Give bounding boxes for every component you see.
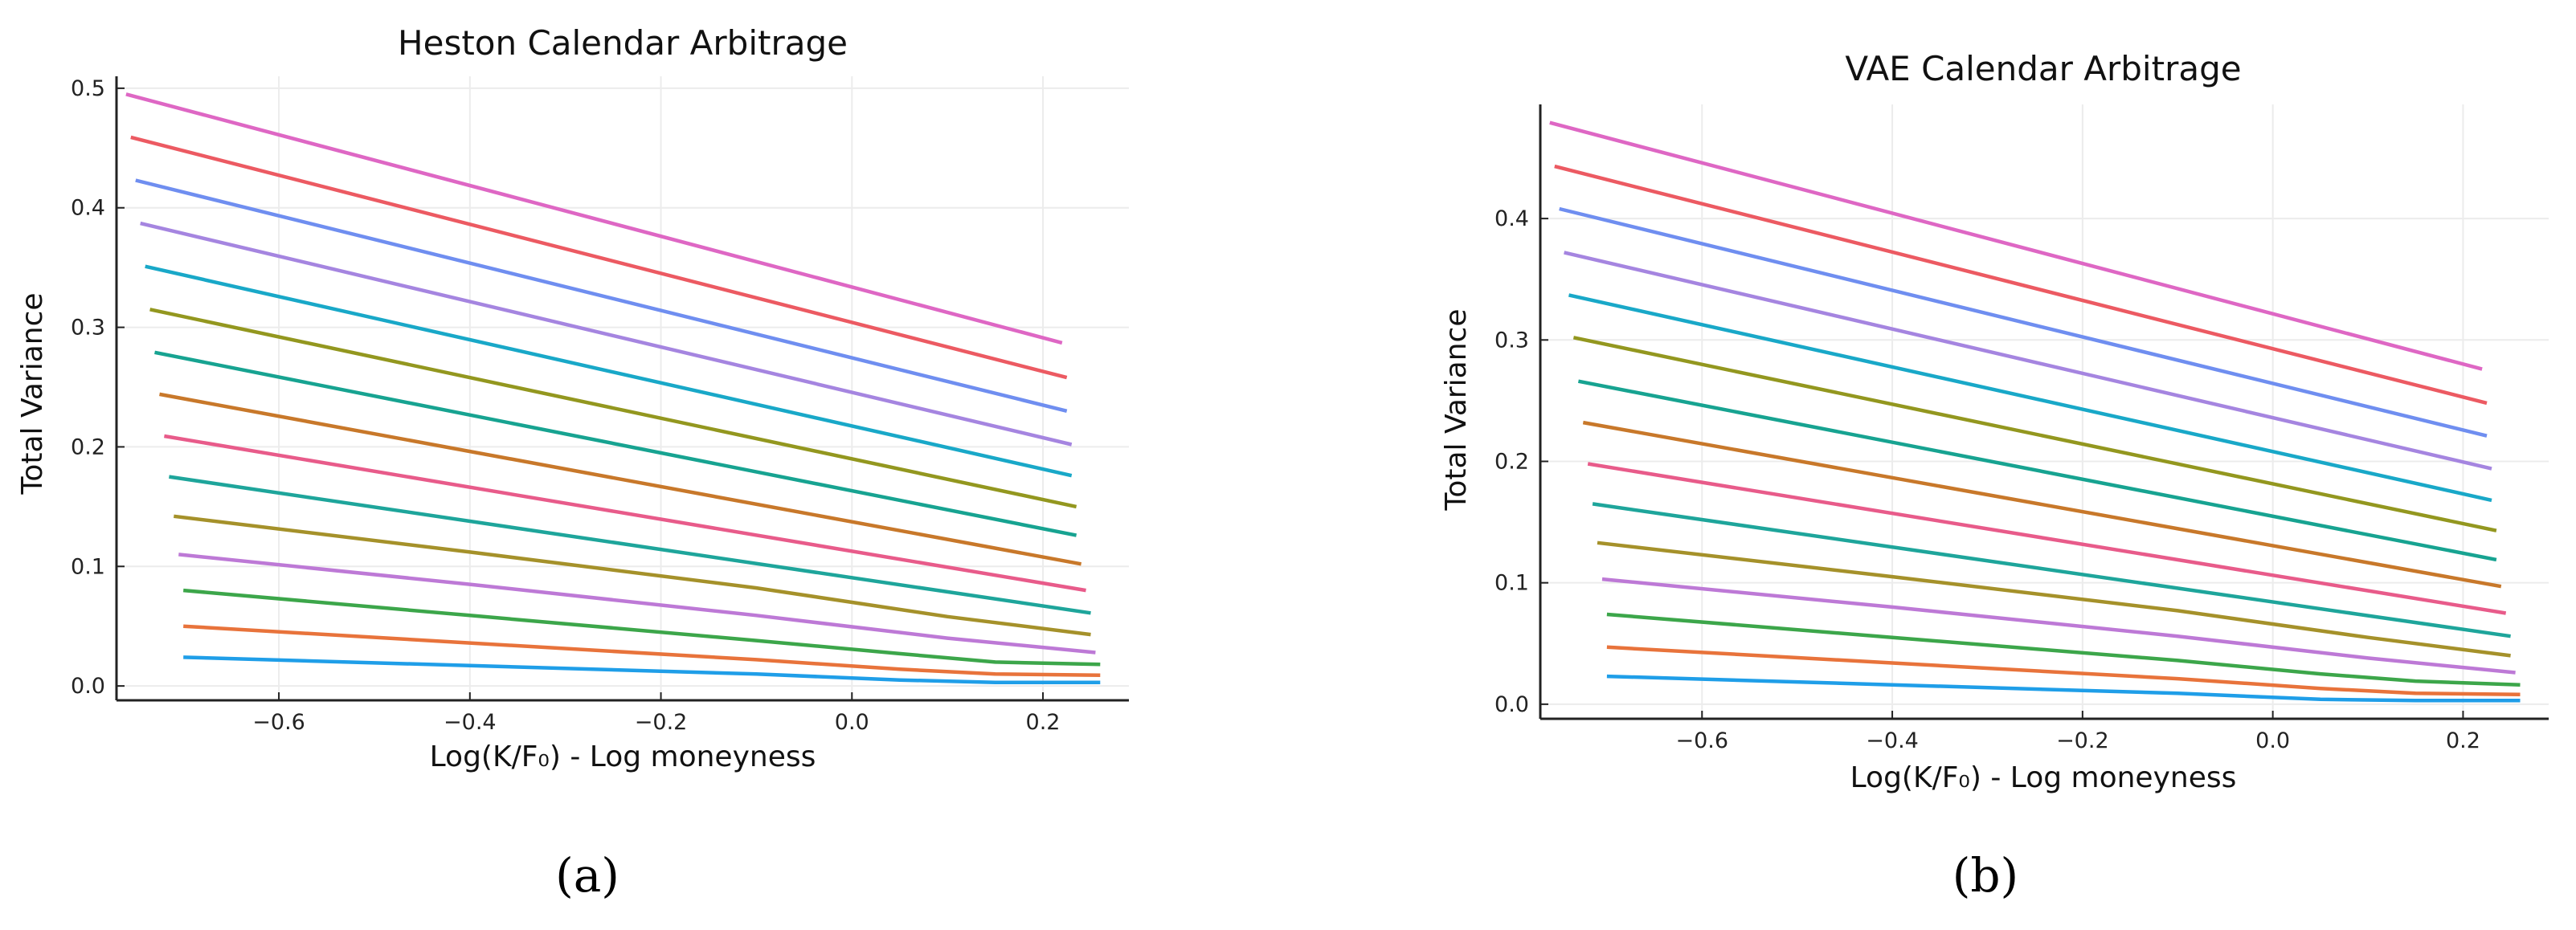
series-line-t8 (1582, 420, 2502, 589)
y-tick-label: 0.4 (1494, 206, 1529, 231)
x-axis-label: Log(K/F₀) - Log moneyness (430, 740, 816, 773)
x-tick-label: −0.4 (1866, 728, 1919, 753)
series-line-t10 (1572, 336, 2497, 532)
x-tick-label: −0.6 (252, 710, 305, 735)
series-line-t2 (183, 624, 1101, 677)
axes (115, 76, 1129, 702)
y-tick-label: 0.2 (71, 434, 105, 459)
series-line-t6 (1592, 502, 2511, 638)
x-tick-label: −0.2 (635, 710, 688, 735)
x-tick-label: −0.6 (1675, 728, 1728, 753)
series-line-t7 (164, 434, 1086, 593)
series-line-t4 (1601, 577, 2516, 675)
series-line-t15 (125, 92, 1063, 345)
y-tick-label: 0.4 (71, 196, 105, 221)
panel-caption: (b) (1952, 848, 2018, 903)
series-line-t5 (174, 514, 1091, 637)
series-line-t1 (1606, 674, 2521, 703)
y-tick-label: 0.2 (1494, 449, 1529, 474)
y-axis-label: Total Variance (16, 292, 49, 495)
x-tick-label: −0.2 (2056, 728, 2109, 753)
series-line-t4 (178, 553, 1096, 655)
tick-labels: −0.6 −0.4 −0.2 0.0 0.2 0.0 0.1 0.2 0.3 0.4 (1494, 206, 2480, 753)
y-tick-label: 0.1 (71, 554, 105, 579)
series-line-t10 (149, 308, 1077, 509)
series-line-t7 (1587, 462, 2507, 615)
panel-caption: (a) (555, 848, 619, 903)
x-tick-label: 0.0 (2255, 728, 2290, 753)
x-tick-label: 0.2 (2446, 728, 2480, 753)
series-line-t9 (1577, 379, 2497, 562)
series-line-t2 (1606, 645, 2521, 697)
series-line-t5 (1597, 540, 2511, 658)
chart-title: Heston Calendar Arbitrage (398, 23, 848, 63)
series-line-t9 (154, 350, 1077, 537)
axes (1539, 104, 2549, 720)
series-line-t11 (1568, 293, 2492, 503)
x-axis-label: Log(K/F₀) - Log moneyness (1850, 761, 2237, 794)
series-line-t6 (169, 475, 1091, 615)
chart-panel-b: VAE Calendar Arbitrage −0.6 −0.4 −0.2 0.0 0.… (1440, 49, 2549, 903)
y-tick-label: 0.1 (1494, 571, 1529, 596)
y-axis-label: Total Variance (1440, 308, 1473, 511)
x-tick-label: 0.0 (835, 710, 869, 735)
series-line-t1 (183, 655, 1101, 684)
series-line-t14 (130, 135, 1068, 380)
series-group (125, 92, 1101, 684)
x-tick-label: −0.4 (444, 710, 497, 735)
y-tick-label: 0.5 (71, 76, 105, 101)
y-tick-label: 0.0 (71, 674, 105, 699)
tick-labels: −0.6 −0.4 −0.2 0.0 0.2 0.0 0.1 0.2 0.3 0.4 0.5 (71, 76, 1060, 735)
y-tick-label: 0.0 (1494, 692, 1529, 717)
y-tick-label: 0.3 (71, 316, 105, 341)
series-line-t12 (1564, 251, 2492, 471)
series-line-t12 (140, 221, 1073, 447)
series-line-t14 (1554, 164, 2488, 406)
series-line-t3 (183, 588, 1101, 667)
series-line-t13 (1559, 206, 2488, 438)
series-line-t11 (145, 264, 1073, 478)
series-line-t3 (1606, 612, 2521, 687)
series-line-t13 (135, 178, 1068, 413)
series-line-t15 (1549, 120, 2483, 371)
chart-title: VAE Calendar Arbitrage (1845, 49, 2241, 88)
series-line-t8 (159, 392, 1082, 566)
chart-panel-a: Heston Calendar Arbitrage −0.6 −0.4 −0.2 0.… (16, 23, 1129, 903)
grid (1540, 104, 2549, 719)
x-tick-label: 0.2 (1026, 710, 1061, 735)
y-tick-label: 0.3 (1494, 328, 1529, 353)
series-group (1549, 120, 2521, 703)
